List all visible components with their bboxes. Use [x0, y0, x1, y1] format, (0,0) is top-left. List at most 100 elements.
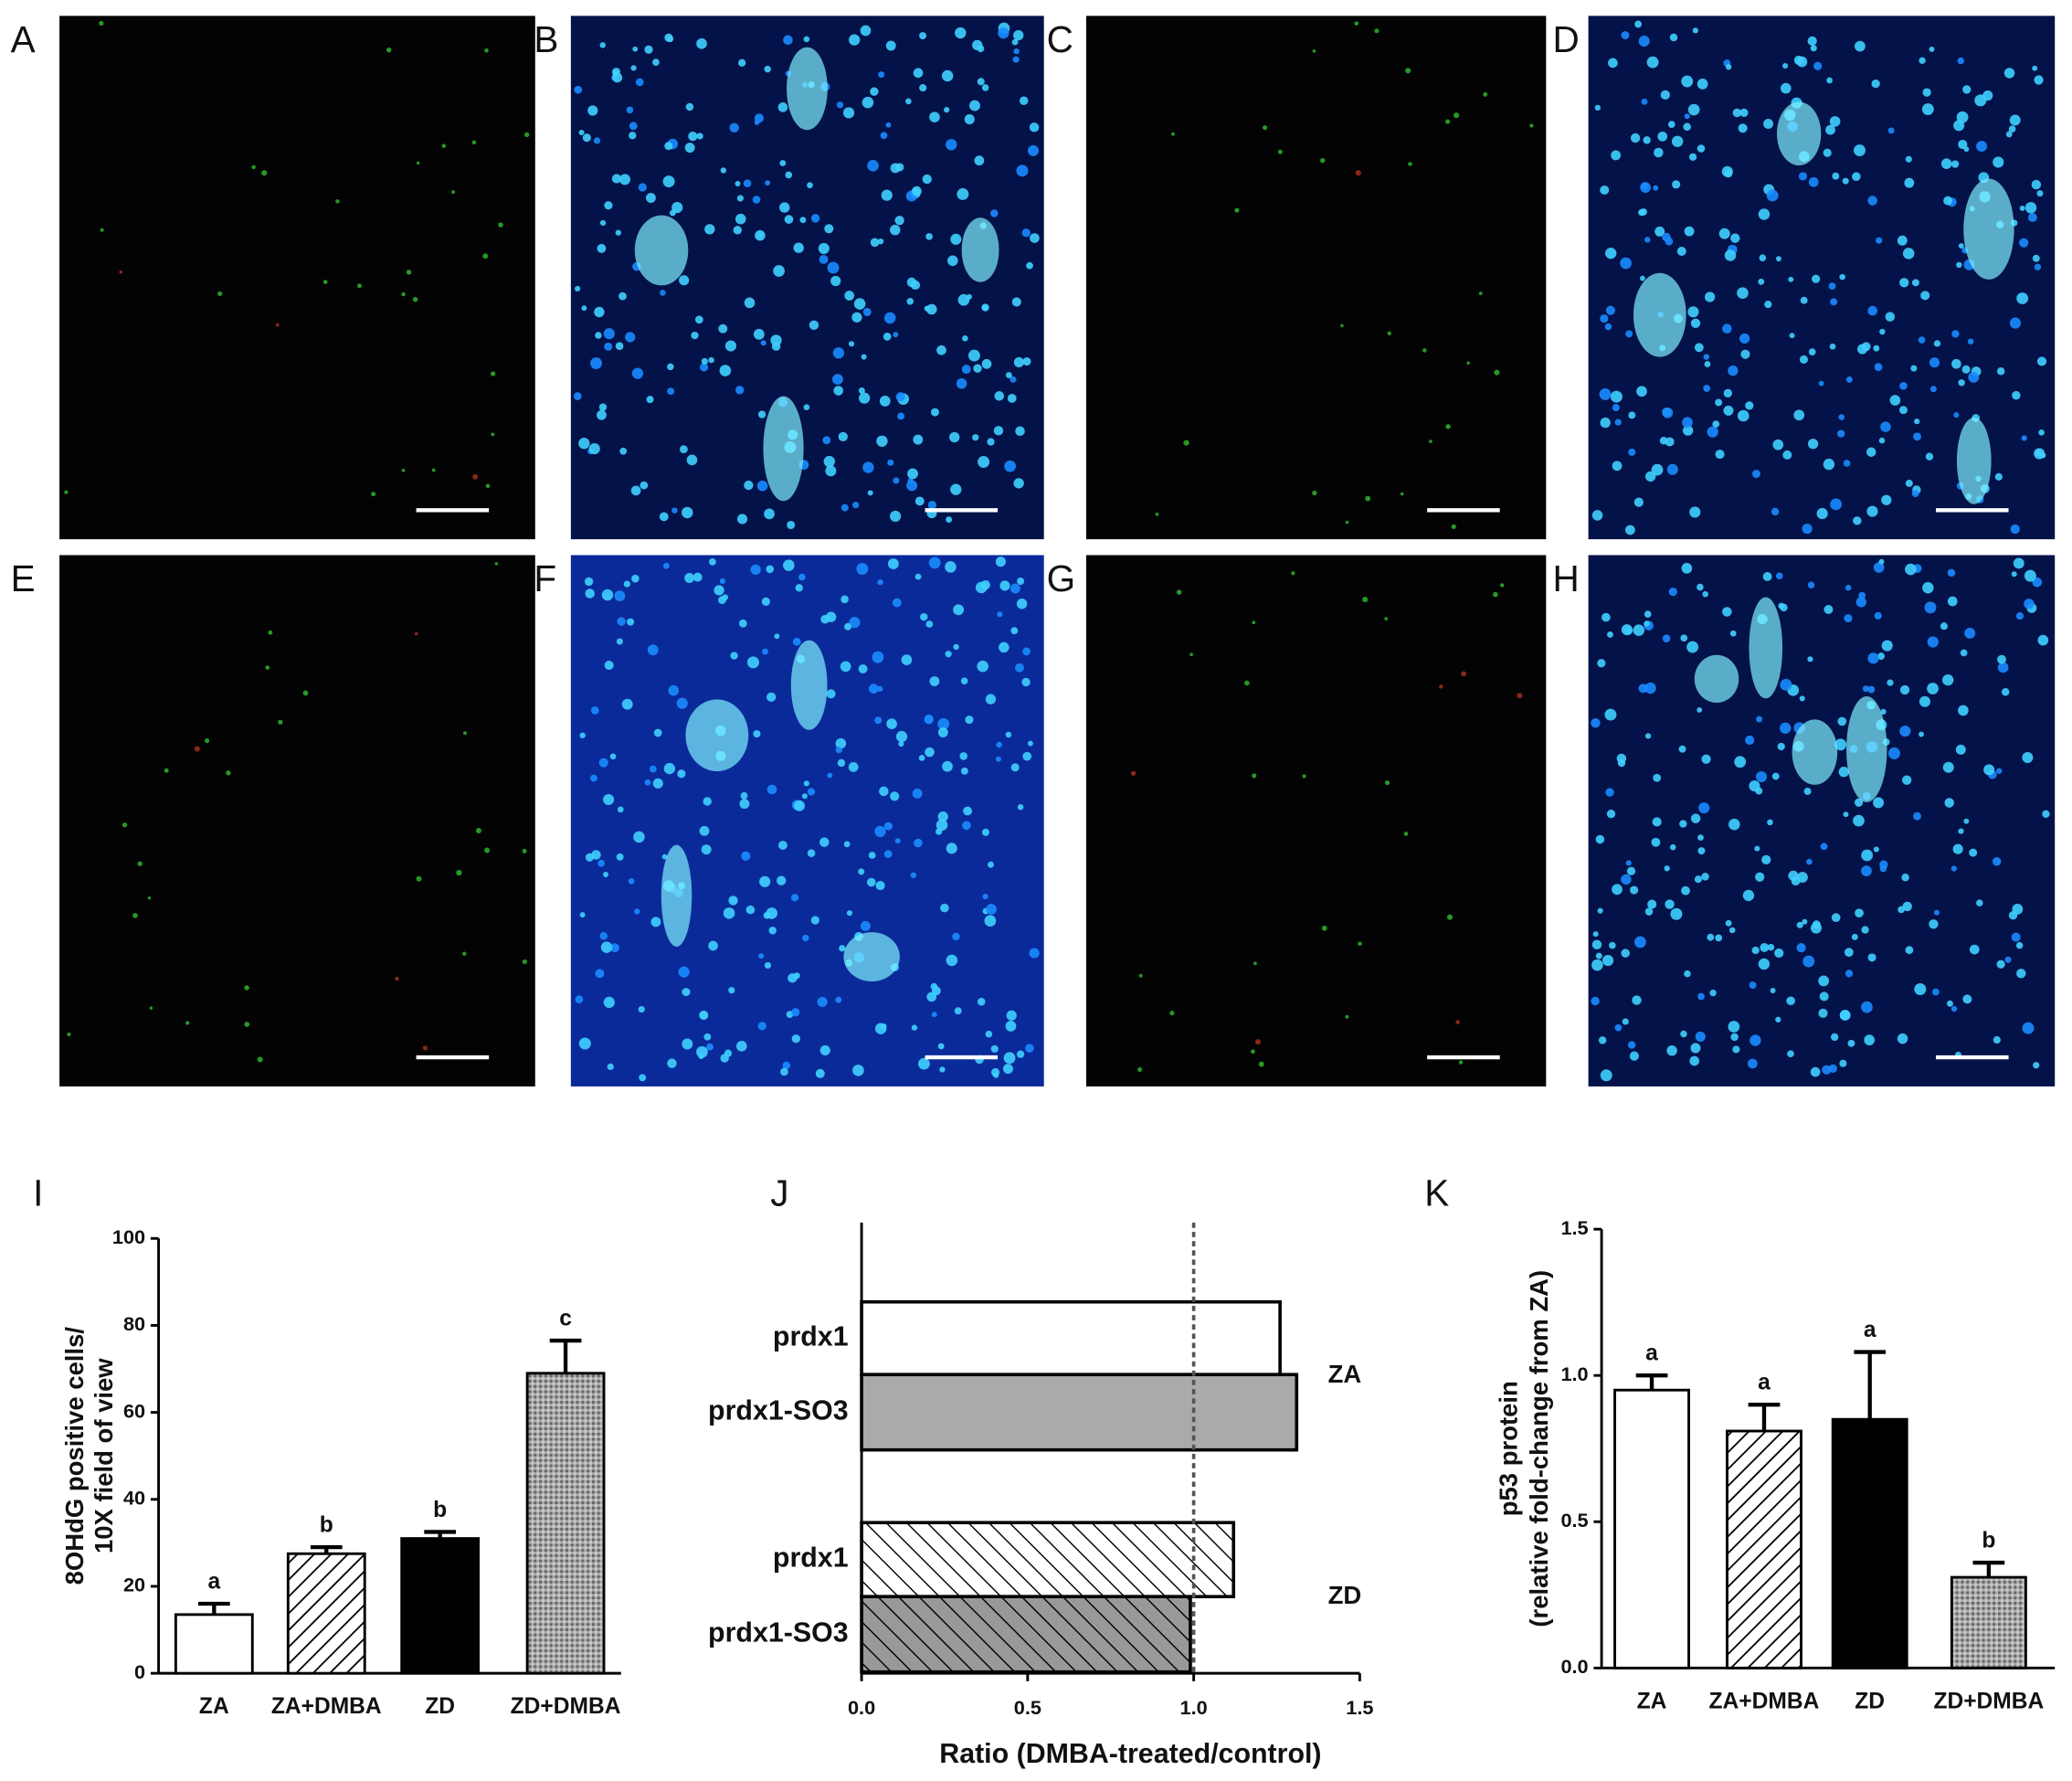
- cell-dot: [257, 1056, 263, 1063]
- cell-dot: [944, 107, 950, 113]
- cell-dot: [1715, 934, 1723, 942]
- cell-dot: [1013, 48, 1020, 55]
- cell-dot: [1953, 120, 1965, 132]
- cell-dot: [1669, 33, 1678, 42]
- cell-dot: [1807, 581, 1815, 588]
- cell-dot: [2022, 751, 2034, 764]
- cell-dot: [2021, 435, 2027, 441]
- cell-dot: [1887, 679, 1894, 686]
- cell-dot: [590, 357, 603, 369]
- cell-dot: [1698, 802, 1710, 814]
- cell-dot: [678, 966, 690, 978]
- cell-dot: [1608, 58, 1618, 69]
- cell-dot: [463, 731, 467, 736]
- cell-dot: [835, 746, 842, 754]
- cell-dot: [1921, 103, 1934, 115]
- cell-dot: [780, 1067, 788, 1076]
- cell-dot: [1137, 1067, 1143, 1073]
- cell-dot: [1591, 939, 1602, 949]
- cell-dot: [1796, 943, 1806, 953]
- cell-dot: [1818, 975, 1830, 987]
- cell-dot: [818, 242, 830, 254]
- cell-dot: [1761, 854, 1771, 864]
- cell-dot: [2019, 206, 2025, 211]
- cell-dot: [1876, 237, 1883, 244]
- cell-dot: [1798, 172, 1808, 181]
- cell-dot: [594, 306, 605, 318]
- cell-dot: [1758, 278, 1765, 285]
- cell-dot: [1728, 818, 1740, 831]
- cell-dot: [1889, 395, 1901, 406]
- cell-dot: [2004, 956, 2012, 963]
- cell-dot: [603, 328, 615, 340]
- cell-dot: [1885, 312, 1896, 322]
- y-tick-label: 80: [123, 1312, 145, 1335]
- cell-dot: [819, 254, 829, 264]
- cell-dot: [1788, 276, 1794, 282]
- cell-dot: [1665, 437, 1675, 447]
- cell-dot: [585, 588, 595, 599]
- cell-dot: [760, 340, 766, 346]
- cell-dot: [1763, 119, 1774, 129]
- cell-dot: [913, 434, 924, 445]
- cell-dot: [1874, 363, 1883, 372]
- cell-dot: [706, 1043, 714, 1051]
- cell-dot: [1634, 20, 1642, 28]
- cell-dot: [935, 828, 943, 835]
- cell-dot: [2022, 1022, 2035, 1034]
- cell-dot: [1384, 617, 1389, 620]
- cell-dot: [965, 716, 974, 725]
- cell-dot: [494, 562, 499, 566]
- cell-dot: [671, 507, 678, 514]
- cell-dot: [1651, 463, 1664, 476]
- cell-dot: [603, 794, 615, 806]
- cell-dot: [1877, 652, 1886, 661]
- cell-dot: [720, 1054, 729, 1063]
- cell-dot: [1787, 1050, 1794, 1058]
- cell-dot: [803, 780, 809, 787]
- cell-dot: [709, 558, 716, 566]
- cell-dot: [858, 664, 868, 673]
- cell-cluster: [843, 932, 900, 982]
- cell-dot: [736, 195, 745, 202]
- cell-dot: [1697, 79, 1708, 90]
- cell-dot: [1709, 989, 1717, 997]
- cell-dot: [629, 132, 637, 140]
- cell-dot: [759, 875, 771, 887]
- cell-dot: [1454, 112, 1460, 119]
- x-axis-label: Ratio (DMBA-treated/control): [939, 1739, 1321, 1769]
- cell-dot: [1953, 412, 1960, 419]
- cell-dot: [953, 643, 959, 651]
- cell-dot: [875, 880, 885, 891]
- cell-dot: [860, 920, 871, 931]
- cell-dot: [1621, 874, 1632, 885]
- cell-dot: [1732, 108, 1742, 118]
- cell-dot: [918, 755, 925, 761]
- cell-dot: [1992, 857, 2002, 866]
- cell-dot: [1933, 340, 1941, 347]
- cell-dot: [877, 685, 883, 692]
- cell-dot: [1947, 568, 1956, 578]
- cell-dot: [616, 638, 623, 645]
- cell-dot: [947, 255, 958, 267]
- cell-dot: [1690, 1043, 1701, 1054]
- cell-dot: [628, 877, 635, 885]
- cell-dot: [1016, 164, 1029, 177]
- cell-dot: [1905, 155, 1912, 163]
- cell-dot: [835, 996, 842, 1003]
- cell-dot: [986, 904, 997, 915]
- cell-dot: [1638, 35, 1650, 47]
- cell-dot: [840, 595, 849, 604]
- cell-dot: [1458, 1060, 1464, 1065]
- cell-dot: [616, 853, 624, 861]
- cell-dot: [764, 961, 772, 970]
- cell-dot: [885, 40, 896, 51]
- cell-dot: [1844, 614, 1853, 623]
- cell-dot: [1628, 448, 1636, 456]
- cell-dot: [939, 1066, 946, 1073]
- cell-dot: [985, 694, 997, 705]
- cell-dot: [869, 684, 879, 694]
- cell-dot: [682, 506, 693, 519]
- significance-letter: a: [1758, 1371, 1771, 1395]
- cell-dot: [1291, 571, 1295, 576]
